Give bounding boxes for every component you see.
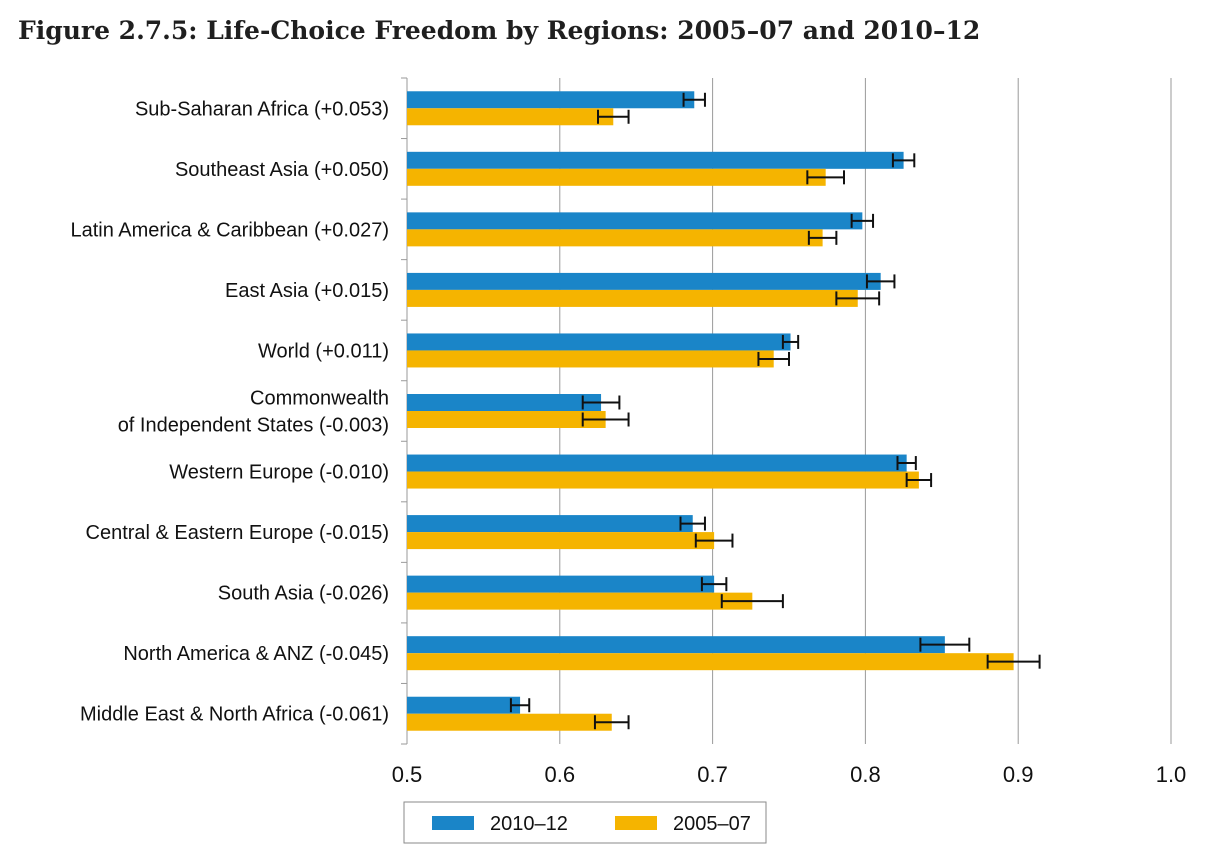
bar-2005-07: [407, 108, 614, 126]
x-tick-label: 1.0: [1156, 762, 1187, 787]
bar-2005-07: [407, 411, 606, 428]
category-label: South Asia (-0.026): [218, 583, 389, 605]
category-label: Middle East & North Africa (-0.061): [80, 704, 389, 726]
bar-2010-12: [407, 91, 695, 109]
category-label: World (+0.011): [258, 340, 389, 362]
x-tick-label: 0.5: [392, 762, 423, 787]
bar-2005-07: [407, 532, 715, 550]
x-tick-label: 0.6: [545, 762, 576, 787]
category-label: Central & Eastern Europe (-0.015): [86, 522, 390, 544]
bar-2005-07: [407, 168, 826, 186]
bar-2010-12: [407, 575, 715, 593]
legend-label: 2005–07: [673, 813, 751, 835]
legend-swatch: [432, 816, 474, 830]
bar-2005-07: [407, 713, 612, 731]
category-label: North America & ANZ (-0.045): [123, 643, 389, 665]
legend-swatch: [615, 816, 657, 830]
bar-2010-12: [407, 454, 907, 472]
bar-2010-12: [407, 394, 602, 411]
category-label: Commonwealth of Independent States (-0.00…: [118, 388, 389, 437]
bar-2005-07: [407, 289, 858, 307]
x-tick-label: 0.9: [1003, 762, 1034, 787]
category-label: Southeast Asia (+0.050): [175, 159, 389, 181]
category-label: East Asia (+0.015): [225, 280, 389, 302]
bar-2005-07: [407, 350, 774, 368]
bar-2005-07: [407, 471, 919, 489]
bar-2010-12: [407, 515, 693, 533]
category-label: Latin America & Caribbean (+0.027): [70, 219, 389, 241]
bar-2010-12: [407, 333, 791, 351]
category-label: Western Europe (-0.010): [169, 462, 389, 484]
chart-title: Figure 2.7.5: Life-Choice Freedom by Reg…: [18, 16, 981, 45]
bar-2010-12: [407, 272, 881, 290]
x-tick-label: 0.7: [697, 762, 728, 787]
bar-2010-12: [407, 696, 521, 714]
bar-2005-07: [407, 229, 823, 247]
bar-2010-12: [407, 636, 945, 654]
bar-2005-07: [407, 592, 753, 610]
bar-2010-12: [407, 212, 863, 230]
category-label: Sub-Saharan Africa (+0.053): [135, 98, 389, 120]
legend-label: 2010–12: [490, 813, 568, 835]
bar-2005-07: [407, 653, 1014, 671]
bar-2010-12: [407, 151, 904, 169]
x-tick-label: 0.8: [850, 762, 881, 787]
